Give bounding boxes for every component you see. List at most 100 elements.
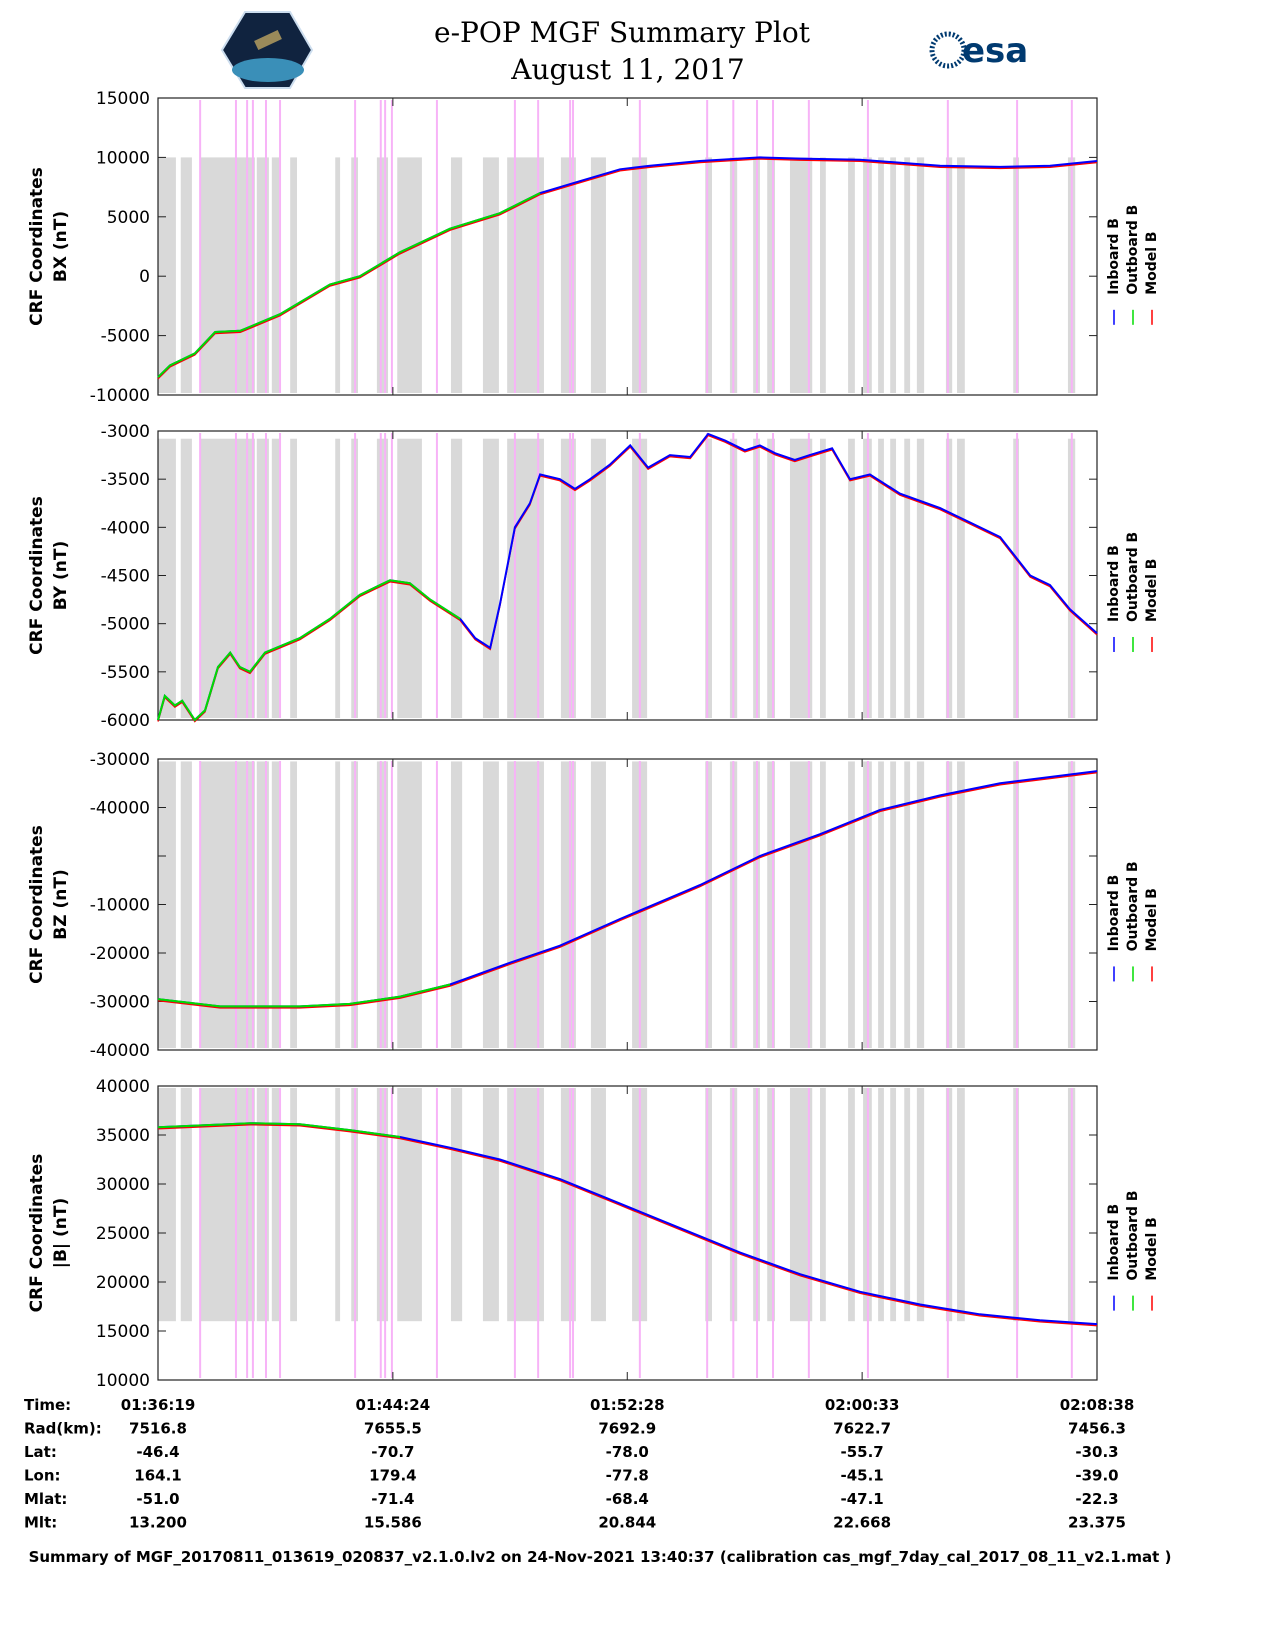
data-gap-bar [957, 1087, 965, 1322]
table-value: 7622.7 [833, 1420, 891, 1438]
y-tick-label: -3000 [101, 422, 150, 442]
table-value: -46.4 [136, 1443, 179, 1461]
data-gap-bar [290, 761, 297, 1048]
data-gap-bar [705, 438, 713, 718]
data-gap-bar [450, 761, 463, 1048]
outboard-b-line [157, 1122, 401, 1138]
data-gap-bar [819, 157, 826, 393]
data-gap-bar [290, 438, 297, 718]
data-gap-bar [200, 761, 255, 1048]
data-gap-bar [256, 438, 269, 718]
data-gap-bar [789, 761, 813, 1048]
data-gap-bar [158, 761, 176, 1048]
data-gap-bar [916, 438, 925, 718]
y-tick-label: -10000 [90, 386, 150, 406]
table-value: -70.7 [371, 1443, 414, 1461]
y-tick-label: 25000 [96, 1224, 150, 1244]
table-value: 01:36:19 [121, 1396, 196, 1414]
esa-logo-text: esa [962, 31, 1028, 71]
data-gap-bar [848, 1087, 855, 1322]
data-gap-bar [878, 761, 884, 1048]
table-value: 13.200 [129, 1514, 187, 1532]
y-tick-label: -5000 [101, 327, 150, 347]
data-gap-bar [158, 438, 176, 718]
y-axis-label: BY (nT) [51, 541, 71, 611]
data-gap-bar [450, 438, 463, 718]
data-gap-bar [945, 438, 953, 718]
plot-area [158, 1086, 1097, 1380]
data-gap-bar [376, 157, 389, 393]
table-row-label: Mlat: [24, 1490, 67, 1508]
data-gap-bar [482, 438, 499, 718]
y-tick-label: -6000 [101, 711, 150, 731]
data-gap-bar [256, 761, 269, 1048]
data-gap-bar [789, 1087, 813, 1322]
table-value: 23.375 [1068, 1514, 1126, 1532]
data-gap-bar [271, 761, 280, 1048]
data-gap-bar [878, 1087, 884, 1322]
legend-label: Outboard B [1125, 532, 1141, 622]
table-value: -55.7 [841, 1443, 884, 1461]
esa-logo: esa [929, 31, 1028, 71]
table-value: -47.1 [841, 1490, 884, 1508]
y-tick-label: 10000 [96, 148, 150, 168]
data-gap-bar [376, 438, 389, 718]
footer-text: Summary of MGF_20170811_013619_020837_v2… [29, 1548, 1172, 1566]
data-gap-bar [890, 157, 897, 393]
data-gap-bar [590, 438, 606, 718]
data-gap-bar [450, 1087, 463, 1322]
data-gap-bar [904, 157, 911, 393]
table-value: -30.3 [1075, 1443, 1118, 1461]
model-b-line [157, 771, 1098, 1009]
table-value: 7692.9 [598, 1420, 656, 1438]
data-gap-bar [945, 761, 953, 1048]
data-gap-bar [890, 1087, 897, 1322]
data-gap-bar [335, 761, 341, 1048]
data-gap-bar [705, 1087, 713, 1322]
table-value: -78.0 [606, 1443, 649, 1461]
data-gap-bar [180, 761, 192, 1048]
data-gap-bar [878, 438, 884, 718]
table-value: 164.1 [134, 1467, 181, 1485]
data-gap-bar [271, 157, 280, 393]
table-value: 22.668 [833, 1514, 891, 1532]
data-gap-bar [482, 1087, 499, 1322]
y-tick-label: 30000 [96, 1175, 150, 1195]
legend-label: Model B [1144, 559, 1160, 622]
y-tick-label: -30000 [90, 993, 150, 1013]
y-tick-label: -40000 [90, 799, 150, 819]
cassiope-logo [220, 11, 314, 89]
data-gap-bar [789, 157, 813, 393]
panel-4: 40000 35000 30000 25000 20000 15000 10000 CRF C… [27, 1077, 1160, 1391]
table-value: -45.1 [841, 1467, 884, 1485]
data-gap-bar [290, 157, 297, 393]
data-gap-bar [256, 157, 269, 393]
table-value: 02:00:33 [825, 1396, 900, 1414]
data-gap-bar [376, 1087, 389, 1322]
legend-label: Model B [1144, 888, 1160, 951]
table-value: -39.0 [1075, 1467, 1118, 1485]
y-tick-label: -4500 [101, 567, 150, 587]
model-b-line [157, 1123, 1098, 1327]
model-b-line [157, 158, 1098, 380]
panel-1: 15000 10000 5000 0 -5000 -10000 CRF Coordinate… [27, 89, 1160, 406]
table-value: -68.4 [606, 1490, 649, 1508]
data-gap-bar [848, 761, 855, 1048]
table-value: -51.0 [136, 1490, 179, 1508]
y-tick-label: 35000 [96, 1126, 150, 1146]
data-gap-bar [819, 761, 826, 1048]
data-gap-bar [848, 157, 855, 393]
y-tick-label: -5500 [101, 663, 150, 683]
table-value: -77.8 [606, 1467, 649, 1485]
title-line2: August 11, 2017 [510, 53, 744, 86]
table-value: 01:44:24 [356, 1396, 431, 1414]
legend-label: Inboard B [1106, 875, 1122, 952]
outboard-b-line [157, 983, 451, 1008]
legend-label: Inboard B [1106, 218, 1122, 295]
data-gap-bar [890, 438, 897, 718]
data-gap-bar [819, 438, 826, 718]
table-value: 01:52:28 [590, 1396, 665, 1414]
data-gap-bar [767, 157, 775, 393]
table-value: 02:08:38 [1060, 1396, 1135, 1414]
